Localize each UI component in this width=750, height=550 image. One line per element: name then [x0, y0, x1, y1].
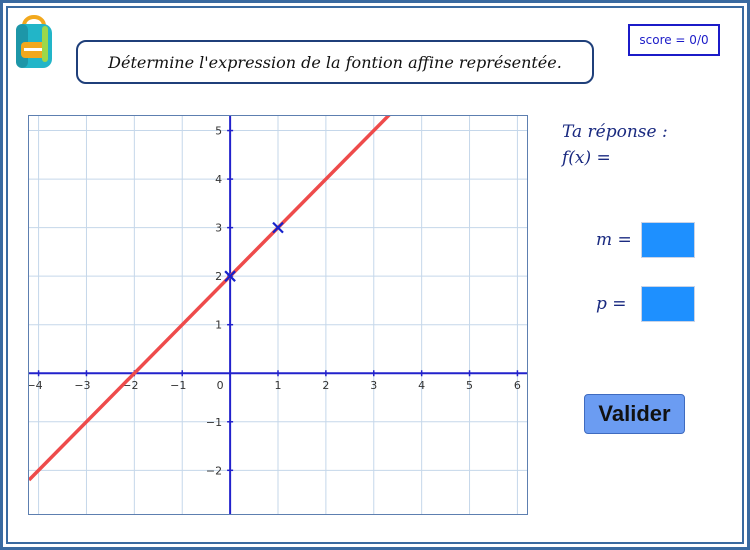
p-input[interactable] — [641, 286, 695, 322]
x-tick-label: 2 — [322, 379, 329, 392]
instruction-prompt: Détermine l'expression de la fontion aff… — [76, 40, 594, 84]
function-label: f(x) = — [562, 148, 611, 168]
inner-frame — [6, 6, 744, 544]
axes — [29, 116, 527, 514]
y-tick-label: 2 — [215, 270, 222, 283]
x-tick-label: 5 — [466, 379, 473, 392]
y-tick-label: −2 — [206, 464, 222, 477]
m-input[interactable] — [641, 222, 695, 258]
p-label: p = — [596, 294, 627, 314]
x-tick-label: −4 — [29, 379, 43, 392]
graph-panel: −4 −3 −2 −1 0 1 2 3 4 5 6 −2 −1 1 2 3 4 5 — [28, 115, 528, 515]
x-tick-label: 1 — [275, 379, 282, 392]
y-tick-label: 5 — [215, 125, 222, 138]
x-tick-label: 0 — [217, 379, 224, 392]
x-tick-label: 6 — [514, 379, 521, 392]
y-tick-label: −1 — [206, 416, 222, 429]
y-tick-label: 4 — [215, 173, 222, 186]
score-display: score = 0/0 — [628, 24, 720, 56]
y-tick-label: 1 — [215, 319, 222, 332]
x-tick-label: 4 — [418, 379, 425, 392]
answer-title: Ta réponse : — [562, 122, 668, 142]
y-tick-label: 3 — [215, 222, 222, 235]
x-tick-label: −1 — [170, 379, 186, 392]
grid-lines — [29, 116, 527, 514]
validate-button[interactable]: Valider — [584, 394, 685, 434]
point-marker — [224, 270, 236, 282]
marked-points — [224, 221, 284, 282]
x-tick-label: 3 — [370, 379, 377, 392]
x-tick-label: −3 — [74, 379, 90, 392]
backpack-icon — [16, 15, 52, 68]
m-label: m = — [596, 230, 632, 250]
point-marker — [272, 221, 284, 234]
